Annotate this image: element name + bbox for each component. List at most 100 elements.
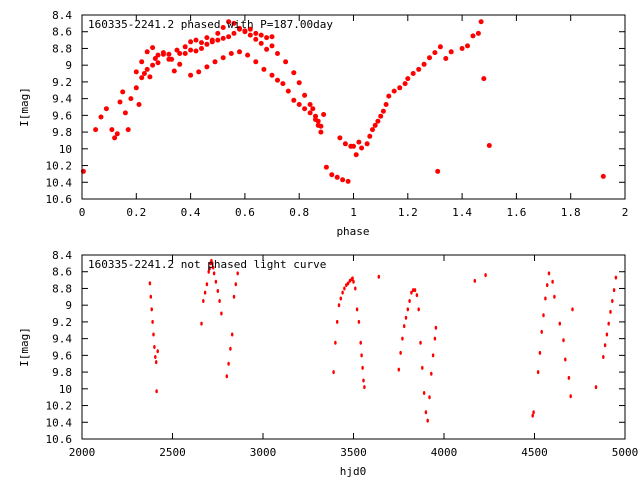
light-curve-plot-xtick-label: 3500 (340, 446, 367, 459)
light-curve-plot-point (225, 374, 229, 379)
phased-plot-ylabel: I[mag] (18, 87, 31, 127)
light-curve-plot-point (401, 336, 404, 341)
light-curve-plot-ticks: 2000 2500 3000 3500 4000 4500 5000 8.4 8.6 8.8 9 9.… (46, 249, 639, 459)
light-curve-plot-points (148, 258, 618, 423)
phased-plot-point (280, 81, 286, 87)
phased-plot-point (144, 66, 150, 72)
phased-plot-point (122, 110, 128, 116)
light-curve-plot-point (415, 293, 419, 298)
phased-plot-point (313, 113, 318, 119)
light-curve-plot-point (351, 276, 354, 281)
phased-plot-point (199, 46, 204, 51)
phased-plot-point (397, 85, 403, 91)
light-curve-plot-point (419, 340, 422, 345)
light-curve-plot-point (341, 290, 344, 295)
light-curve-plot-point (211, 261, 214, 266)
light-curve-plot-point (236, 271, 239, 276)
phased-plot-point (370, 127, 375, 133)
phased-plot-point (231, 20, 237, 26)
light-curve-plot-point (426, 418, 429, 423)
light-curve-plot-point (151, 319, 154, 324)
light-curve-plot-frame (81, 254, 626, 440)
phased-plot-point (435, 168, 441, 174)
phased-plot-point (275, 51, 280, 56)
light-curve-plot-point (562, 338, 565, 343)
phased-plot-point (253, 59, 259, 65)
phased-plot-point (147, 74, 153, 80)
light-curve-plot-point (402, 324, 406, 329)
light-curve-plot-ytick-label: 9.2 (52, 316, 72, 329)
phased-plot-point (215, 37, 221, 43)
phased-plot-ytick-label: 8.8 (52, 42, 72, 55)
phased-plot-point (302, 92, 308, 98)
light-curve-plot-point (540, 329, 543, 334)
light-curve-plot-point (352, 279, 355, 284)
phased-plot-ytick-label: 9 (65, 59, 72, 72)
light-curve-plot-ylabel: I[mag] (18, 327, 31, 367)
phased-plot-ytick-label: 10 (59, 143, 72, 156)
light-curve-plot-point (148, 281, 152, 286)
light-curve-plot-point (332, 370, 335, 375)
phased-plot-point (318, 129, 324, 135)
light-curve-plot-point (531, 413, 534, 418)
phased-plot-point (117, 99, 123, 105)
phased-plot-point (188, 72, 194, 78)
phased-plot-xtick-label: 1.2 (398, 206, 418, 219)
light-curve-plot-point (413, 288, 417, 293)
light-curve-plot-point (357, 319, 361, 324)
phased-plot-point (228, 51, 234, 56)
light-curve-plot-point (428, 395, 431, 400)
phased-plot-point (416, 66, 422, 72)
light-curve-plot-point (564, 357, 567, 362)
phased-plot-point (150, 62, 156, 68)
phased-plot-point (264, 46, 270, 52)
phased-plot-point (383, 102, 389, 107)
light-curve-plot-ytick-label: 10.6 (46, 433, 73, 446)
phased-plot-point (160, 51, 166, 57)
phased-plot-point (391, 88, 397, 94)
phased-plot-point (171, 68, 177, 74)
phased-plot-point (486, 143, 492, 148)
light-curve-plot-point (603, 343, 607, 348)
phased-plot-title: 160335-2241.2 phased with P=187.00day (88, 18, 333, 31)
light-curve-plot-xtick-label: 5000 (612, 446, 639, 459)
light-curve-plot-point (567, 375, 571, 380)
light-curve-plot-point (536, 370, 540, 375)
light-curve-plot-point (377, 274, 381, 279)
phased-plot-point (427, 55, 432, 61)
light-curve-plot-point (212, 271, 216, 276)
light-curve-plot-xtick-label: 2000 (69, 446, 96, 459)
phased-plot-point (448, 49, 454, 55)
light-curve-plot-xtick-label: 4000 (431, 446, 458, 459)
phased-plot-point (193, 37, 199, 43)
light-curve-plot-point (229, 346, 232, 351)
phased-plot-point (139, 75, 145, 81)
phased-plot-point (242, 28, 248, 34)
light-curve-plot-ytick-label: 10.4 (46, 416, 73, 429)
phased-plot-point (204, 64, 210, 70)
phased-plot-ytick-label: 10.6 (46, 193, 73, 206)
light-curve-plot-point (544, 296, 547, 301)
phased-plot-point (291, 97, 297, 103)
phased-plot-point (253, 30, 259, 36)
phased-plot-point (204, 41, 210, 47)
phased-plot-point (220, 25, 226, 30)
light-curve-plot-point (216, 289, 220, 293)
light-curve-plot-point (417, 307, 420, 312)
light-curve-plot-xtick-label: 2500 (159, 446, 186, 459)
light-curve-plot-point (361, 365, 364, 370)
phased-plot-point (226, 19, 232, 25)
phased-plot-point (174, 47, 180, 53)
light-curve-plot-point (152, 332, 155, 337)
phased-plot-xtick-label: 0 (79, 206, 86, 219)
light-curve-plot-point (214, 279, 218, 284)
phased-plot-point (166, 51, 172, 57)
light-curve-plot-point (545, 283, 549, 288)
phased-plot-point (141, 71, 147, 76)
phased-plot-ytick-label: 9.4 (52, 93, 72, 106)
light-curve-plot-point (542, 313, 545, 318)
phased-plot-point (188, 39, 194, 45)
phased-plot-point (209, 39, 215, 45)
phased-plot-point (226, 34, 232, 40)
